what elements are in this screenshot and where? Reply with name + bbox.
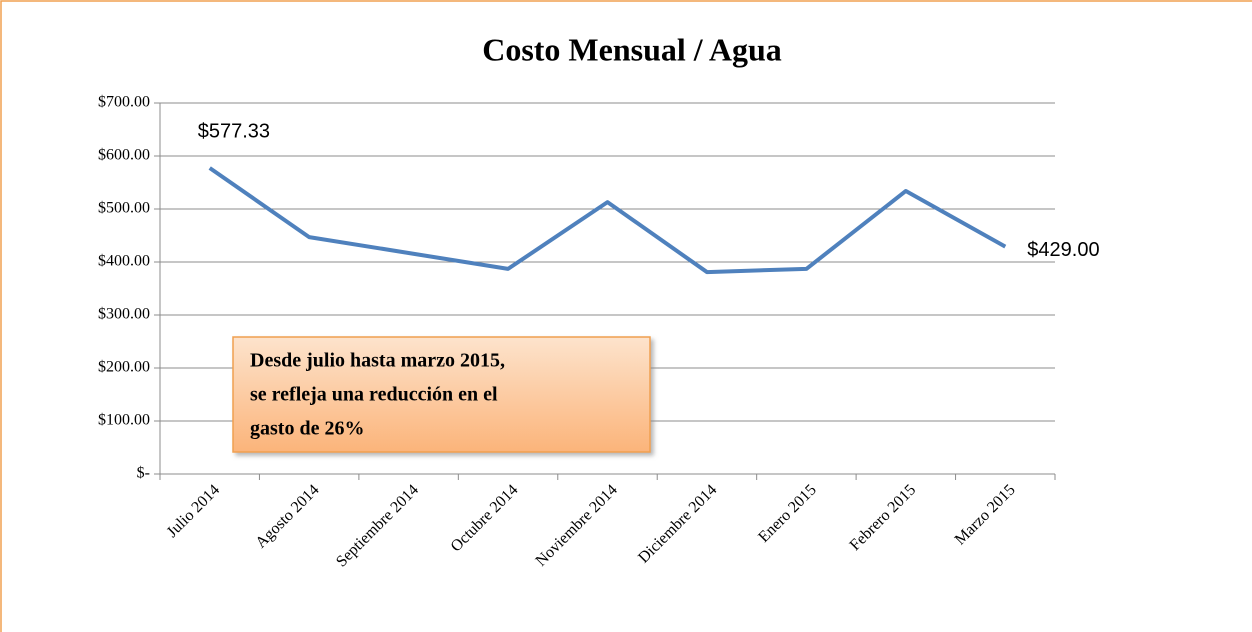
x-tick-label: Agosto 2014: [252, 481, 322, 551]
line: [208, 166, 1007, 275]
y-tick-label: $100.00: [98, 412, 150, 429]
x-tick-label: Enero 2015: [755, 481, 819, 545]
y-tick-label: $-: [137, 465, 150, 482]
y-tick-label: $400.00: [98, 253, 150, 270]
x-tick-label: Septiembre 2014: [333, 481, 422, 570]
y-tick-label: $700.00: [98, 94, 150, 111]
annotation-box: [232, 336, 651, 453]
data-label: $577.33: [198, 120, 270, 142]
x-tick-label: Octubre 2014: [448, 481, 522, 555]
x-tick-label: Marzo 2015: [952, 481, 1019, 548]
y-tick-label: $200.00: [98, 359, 150, 376]
x-tick-label: Febrero 2015: [847, 481, 920, 554]
y-tick-label: $300.00: [98, 306, 150, 323]
x-tick-label: Noviembre 2014: [533, 481, 621, 569]
x-tick-label: Julio 2014: [164, 481, 223, 540]
data-label: $429.00: [1027, 239, 1099, 261]
annotation-text: se refleja una reducción en el: [250, 384, 498, 406]
y-tick-label: $600.00: [98, 147, 150, 164]
x-tick-label: Diciembre 2014: [635, 481, 720, 566]
annotation-text: Desde julio hasta marzo 2015,: [250, 350, 505, 372]
chart-title: Costo Mensual / Agua: [482, 31, 782, 67]
annotation-text: gasto de 26%: [250, 418, 364, 440]
y-tick-label: $500.00: [98, 200, 150, 217]
